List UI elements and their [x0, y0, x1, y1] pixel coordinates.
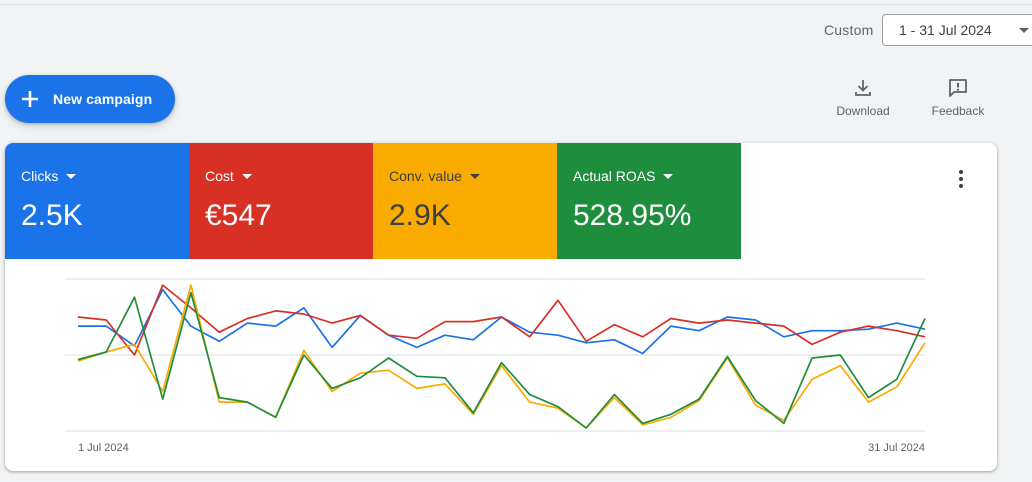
metric-selector-conv-value[interactable]: Conv. value — [389, 168, 480, 184]
chevron-down-icon — [469, 174, 480, 179]
new-campaign-button[interactable]: New campaign — [5, 75, 175, 123]
performance-line-chart: 1 Jul 2024 31 Jul 2024 — [65, 278, 926, 454]
chevron-down-icon — [663, 174, 674, 179]
chart-series — [77, 284, 926, 429]
chevron-down-icon — [241, 174, 252, 179]
metric-value-conv-value: 2.9K — [389, 199, 451, 232]
metric-name-clicks: Clicks — [21, 168, 59, 184]
date-range-selector[interactable]: 1 - 31 Jul 2024 — [882, 14, 1032, 46]
feedback-label: Feedback — [931, 104, 985, 118]
date-range-value: 1 - 31 Jul 2024 — [899, 22, 992, 38]
metric-selector-actual-roas[interactable]: Actual ROAS — [573, 168, 674, 184]
x-axis-start-label: 1 Jul 2024 — [78, 442, 129, 454]
metric-name-actual-roas: Actual ROAS — [573, 168, 656, 184]
scorecard-conv-value[interactable]: Conv. value 2.9K — [373, 143, 557, 259]
download-label: Download — [836, 104, 890, 118]
new-campaign-label: New campaign — [53, 91, 153, 107]
series-line-actual-roas — [77, 291, 926, 429]
metric-selector-clicks[interactable]: Clicks — [21, 168, 77, 184]
feedback-icon — [949, 79, 967, 97]
download-icon — [855, 80, 871, 96]
scorecard-clicks[interactable]: Clicks 2.5K — [5, 143, 189, 259]
chevron-down-icon — [1019, 28, 1029, 33]
metric-name-cost: Cost — [205, 168, 234, 184]
metric-value-clicks: 2.5K — [21, 199, 83, 232]
download-button[interactable]: Download — [826, 78, 900, 122]
metric-value-cost: €547 — [205, 199, 272, 232]
plus-icon — [22, 91, 38, 107]
scorecard-actual-roas[interactable]: Actual ROAS 528.95% — [557, 143, 741, 259]
scorecard-cost[interactable]: Cost €547 — [189, 143, 373, 259]
series-line-cost — [77, 284, 926, 356]
performance-card: Clicks 2.5K Cost €547 Conv. value 2.9K A… — [5, 143, 997, 471]
series-line-conv-value — [77, 284, 926, 429]
metric-selector-cost[interactable]: Cost — [205, 168, 252, 184]
feedback-button[interactable]: Feedback — [921, 78, 995, 122]
metric-name-conv-value: Conv. value — [389, 168, 462, 184]
more-options-icon[interactable] — [951, 167, 971, 191]
chevron-down-icon — [66, 174, 77, 179]
date-range-type-label: Custom — [824, 22, 874, 38]
metric-value-actual-roas: 528.95% — [573, 199, 692, 232]
x-axis-end-label: 31 Jul 2024 — [868, 442, 925, 454]
top-divider — [0, 4, 1032, 5]
